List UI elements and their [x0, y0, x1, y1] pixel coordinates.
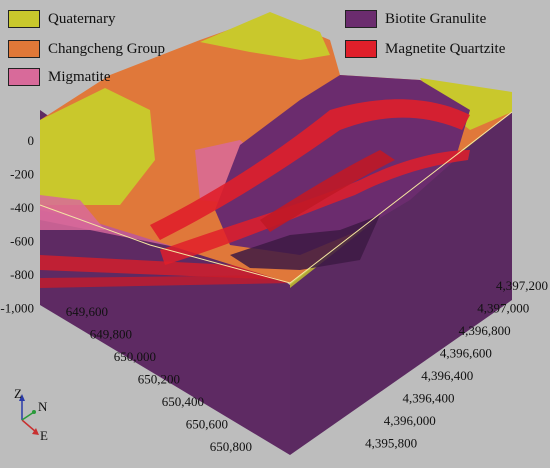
quaternary-patch — [420, 78, 512, 130]
z-tick-label: -600 — [10, 234, 34, 249]
x-tick-label: 649,600 — [66, 304, 108, 319]
legend-item: Changcheng Group — [8, 40, 165, 58]
compass-z-label: Z — [14, 386, 22, 401]
x-tick-label: 650,000 — [114, 349, 156, 364]
left-face-band — [40, 255, 290, 280]
z-tick-label: -400 — [10, 200, 34, 215]
x-tick-label: 650,800 — [210, 439, 252, 454]
left-face-band — [40, 275, 290, 288]
legend-swatch — [8, 68, 40, 86]
y-tick-label: 4,397,200 — [496, 278, 548, 293]
x-axis-ticks: 649,600 649,800 650,000 650,200 650,400 650,6… — [66, 304, 252, 454]
y-tick-label: 4,396,400 — [421, 368, 473, 383]
legend-label: Magnetite Quartzite — [385, 40, 506, 57]
z-tick-label: 0 — [28, 133, 35, 148]
migmatite-patch — [40, 195, 105, 230]
y-tick-label: 4,396,800 — [459, 323, 511, 338]
compass: Z N E — [14, 386, 48, 443]
legend-swatch — [345, 40, 377, 58]
magnetite-band — [260, 150, 395, 232]
compass-e-label: E — [40, 428, 48, 443]
x-tick-label: 650,600 — [186, 417, 228, 432]
legend-label: Biotite Granulite — [385, 10, 487, 27]
right-face — [290, 108, 512, 455]
y-tick-label: 4,396,400 — [403, 391, 455, 406]
x-tick-label: 650,400 — [162, 394, 204, 409]
y-tick-label: 4,396,000 — [384, 413, 436, 428]
pit-floor — [230, 215, 380, 270]
legend-item: Migmatite — [8, 68, 111, 86]
magnetite-band — [160, 150, 470, 265]
legend-item: Quaternary — [8, 10, 115, 28]
x-tick-label: 649,800 — [90, 327, 132, 342]
legend-label: Changcheng Group — [48, 40, 166, 57]
z-tick-label: -1,000 — [0, 301, 34, 316]
magnetite-band — [150, 99, 470, 241]
top-outline — [39, 111, 513, 284]
z-axis-ticks: 0 -200 -400 -600 -800 -1,000 — [0, 133, 34, 316]
x-tick-label: 650,200 — [138, 372, 180, 387]
z-tick-label: -200 — [10, 167, 34, 182]
quaternary-patch — [40, 88, 155, 205]
legend-swatch — [345, 10, 377, 28]
compass-n-label: N — [38, 399, 48, 414]
legend-item: Magnetite Quartzite — [345, 40, 505, 58]
legend-item: Biotite Granulite — [345, 10, 486, 28]
z-tick-label: -800 — [10, 267, 34, 282]
y-tick-label: 4,396,600 — [440, 346, 492, 361]
quaternary-patch — [200, 12, 330, 60]
y-tick-label: 4,395,800 — [365, 436, 417, 451]
y-tick-label: 4,397,000 — [477, 301, 529, 316]
y-axis-ticks: 4,397,200 4,397,000 4,396,800 4,396,600 4,39… — [365, 278, 548, 451]
legend-swatch — [8, 10, 40, 28]
legend-label: Migmatite — [48, 68, 111, 85]
legend-label: Quaternary — [48, 10, 116, 27]
legend-swatch — [8, 40, 40, 58]
